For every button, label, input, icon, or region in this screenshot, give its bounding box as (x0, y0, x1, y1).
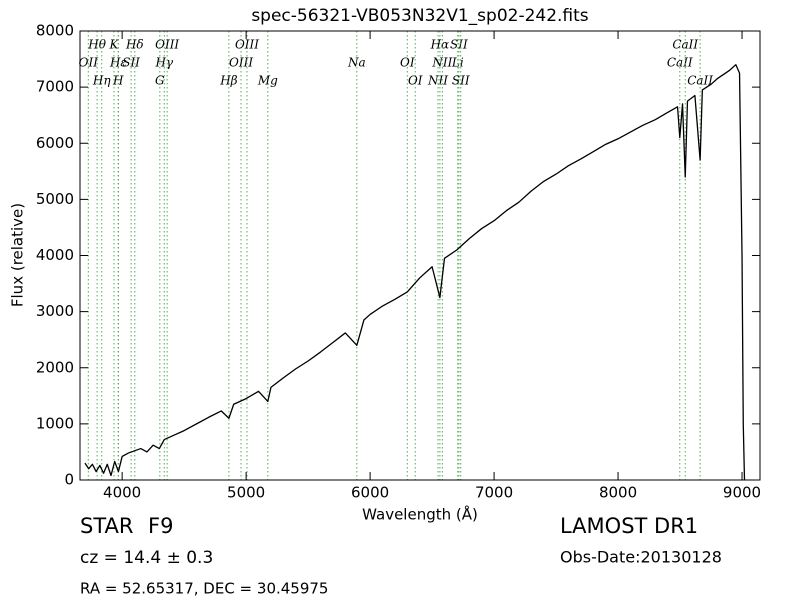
feature-label: Mg (257, 74, 278, 88)
obs-date: Obs-Date:20130128 (560, 548, 722, 567)
x-tick-label: 9000 (723, 484, 761, 502)
feature-label: Hα (430, 38, 450, 52)
plot-frame (79, 30, 761, 481)
y-tick-label: 3000 (36, 302, 74, 320)
feature-label: CaII (687, 74, 713, 88)
y-tick-label: 5000 (36, 190, 74, 208)
feature-label: Hη (92, 74, 111, 88)
subclass: F9 (148, 514, 173, 538)
feature-label: G (155, 74, 165, 88)
y-tick-label: 6000 (36, 134, 74, 152)
x-tick-label: 6000 (351, 484, 389, 502)
feature-label: OIII (235, 38, 259, 52)
object-class: STAR (80, 514, 133, 538)
feature-label: NII (431, 56, 452, 70)
y-tick-label: 0 (64, 471, 74, 489)
feature-label: Hγ (154, 56, 173, 70)
y-tick-label: 2000 (36, 358, 74, 376)
spectrum-line (84, 64, 746, 480)
feature-label: OI (400, 56, 415, 70)
feature-label: Hβ (219, 74, 237, 88)
feature-label: Hθ (87, 38, 106, 52)
y-tick-label: 4000 (36, 246, 74, 264)
feature-label: OI (408, 74, 423, 88)
feature-label: Hδ (125, 38, 144, 52)
chart-title: spec-56321-VB053N32V1_sp02-242.fits (251, 6, 588, 26)
feature-label: NII (427, 74, 448, 88)
feature-label: OII (79, 56, 99, 70)
feature-label: Li (451, 56, 464, 70)
redshift: cz = 14.4 ± 0.3 (80, 548, 213, 568)
y-tick-label: 8000 (36, 22, 74, 40)
feature-label: SII (452, 74, 470, 88)
y-axis-label: Flux (relative) (9, 203, 27, 307)
feature-label: CaII (672, 38, 698, 52)
feature-label: Hε (109, 56, 127, 70)
x-tick-label: 5000 (227, 484, 265, 502)
x-tick-label: 4000 (103, 484, 141, 502)
feature-label: OIII (155, 38, 179, 52)
feature-label: OIII (229, 56, 253, 70)
x-tick-label: 8000 (599, 484, 637, 502)
y-tick-label: 1000 (36, 414, 74, 432)
x-axis-label: Wavelength (Å) (362, 505, 478, 524)
coordinates: RA = 52.65317, DEC = 30.45975 (80, 580, 328, 598)
feature-label: SII (450, 38, 468, 52)
feature-label: Na (347, 56, 366, 70)
feature-label: K (108, 38, 119, 52)
y-tick-label: 7000 (36, 78, 74, 96)
survey: LAMOST DR1 (560, 514, 698, 538)
feature-label: SII (122, 56, 140, 70)
feature-label: CaII (667, 56, 693, 70)
x-tick-label: 7000 (475, 484, 513, 502)
